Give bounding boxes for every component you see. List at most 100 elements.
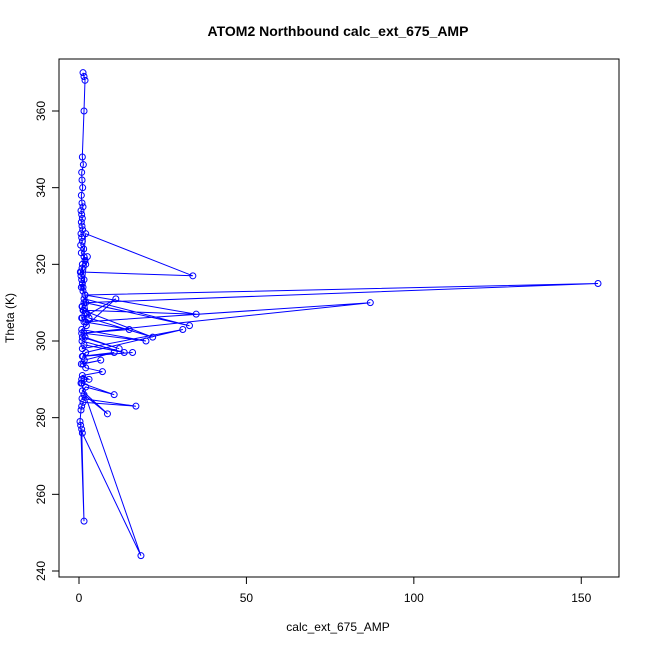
y-axis: 240 260 280 300 320 340 360 bbox=[34, 101, 60, 581]
data-point bbox=[78, 280, 86, 287]
data-point bbox=[78, 237, 86, 245]
data-point bbox=[78, 429, 86, 437]
data-point bbox=[78, 372, 86, 379]
data-point bbox=[78, 303, 86, 310]
data-point bbox=[78, 168, 86, 176]
data-point bbox=[78, 395, 86, 402]
series-lines bbox=[79, 72, 599, 556]
y-tick-label: 360 bbox=[34, 101, 48, 121]
data-point bbox=[80, 295, 88, 303]
data-point bbox=[80, 245, 88, 253]
y-axis-label: Theta (K) bbox=[3, 293, 17, 343]
y-tick-label: 280 bbox=[34, 407, 48, 427]
data-point bbox=[79, 203, 87, 211]
data-point bbox=[78, 153, 86, 161]
data-point bbox=[79, 161, 87, 169]
data-point bbox=[78, 199, 86, 207]
data-point bbox=[80, 341, 88, 349]
data-point bbox=[78, 352, 86, 360]
data-point bbox=[82, 322, 90, 330]
data-point bbox=[192, 310, 200, 318]
data-point bbox=[80, 253, 88, 261]
x-axis-label: calc_ext_675_AMP bbox=[286, 620, 389, 634]
data-point bbox=[79, 283, 87, 291]
data-point bbox=[78, 326, 86, 333]
data-point bbox=[80, 517, 88, 525]
data-point bbox=[81, 291, 89, 299]
data-point bbox=[78, 375, 86, 383]
y-tick-label: 320 bbox=[34, 254, 48, 274]
y-tick-label: 260 bbox=[34, 484, 48, 504]
y-tick-label: 300 bbox=[34, 331, 48, 351]
data-point bbox=[77, 268, 85, 276]
data-point bbox=[76, 418, 84, 425]
data-point bbox=[149, 333, 157, 341]
data-point bbox=[80, 329, 88, 337]
data-point bbox=[77, 191, 85, 199]
data-point bbox=[85, 375, 93, 383]
data-point bbox=[81, 76, 89, 84]
data-point bbox=[78, 264, 86, 272]
data-point bbox=[80, 276, 88, 284]
data-point bbox=[120, 349, 128, 356]
data-point bbox=[77, 230, 85, 238]
y-tick-label: 240 bbox=[34, 561, 48, 581]
data-point bbox=[110, 391, 118, 399]
data-point bbox=[78, 260, 86, 268]
data-point bbox=[125, 326, 133, 333]
data-point bbox=[98, 368, 106, 376]
data-point bbox=[129, 349, 137, 356]
data-point bbox=[78, 276, 86, 284]
data-point bbox=[78, 176, 86, 184]
data-point bbox=[115, 345, 123, 353]
data-point bbox=[79, 69, 87, 77]
data-point bbox=[79, 287, 87, 295]
data-point bbox=[78, 402, 86, 410]
data-point bbox=[80, 107, 88, 115]
data-point bbox=[78, 387, 86, 395]
data-point bbox=[82, 364, 90, 372]
x-tick-label: 0 bbox=[76, 591, 83, 605]
data-point bbox=[79, 184, 87, 192]
data-point bbox=[594, 280, 602, 287]
data-point bbox=[79, 306, 87, 314]
data-point bbox=[189, 272, 197, 280]
data-point bbox=[83, 253, 91, 261]
data-point bbox=[77, 421, 85, 429]
x-axis: 0 50 100 150 bbox=[76, 576, 592, 605]
x-tick-label: 150 bbox=[571, 591, 591, 605]
data-point bbox=[132, 402, 140, 410]
series-points bbox=[76, 69, 602, 560]
data-point bbox=[137, 552, 145, 560]
data-point bbox=[97, 356, 105, 364]
data-point bbox=[83, 310, 91, 318]
data-point bbox=[142, 337, 150, 345]
data-point bbox=[82, 230, 90, 238]
data-point bbox=[110, 349, 118, 356]
data-point bbox=[77, 207, 85, 215]
data-point bbox=[78, 234, 86, 241]
data-point bbox=[185, 322, 193, 330]
x-tick-label: 100 bbox=[404, 591, 424, 605]
data-point bbox=[82, 260, 90, 268]
data-point bbox=[80, 73, 88, 80]
chart-title: ATOM2 Northbound calc_ext_675_AMP bbox=[208, 23, 469, 39]
data-point bbox=[77, 379, 85, 387]
x-tick-label: 50 bbox=[240, 591, 254, 605]
y-tick-label: 340 bbox=[34, 177, 48, 197]
data-point bbox=[179, 326, 187, 333]
data-point bbox=[78, 211, 86, 218]
data-point bbox=[78, 214, 86, 222]
data-point bbox=[77, 406, 85, 414]
data-point bbox=[78, 222, 86, 230]
data-point bbox=[78, 333, 86, 341]
data-point bbox=[112, 295, 120, 303]
data-point bbox=[366, 299, 374, 307]
data-point bbox=[77, 218, 85, 226]
data-point bbox=[78, 314, 86, 322]
series-line bbox=[79, 72, 599, 556]
data-point bbox=[80, 318, 88, 326]
data-point bbox=[78, 337, 86, 345]
data-point bbox=[80, 391, 88, 399]
